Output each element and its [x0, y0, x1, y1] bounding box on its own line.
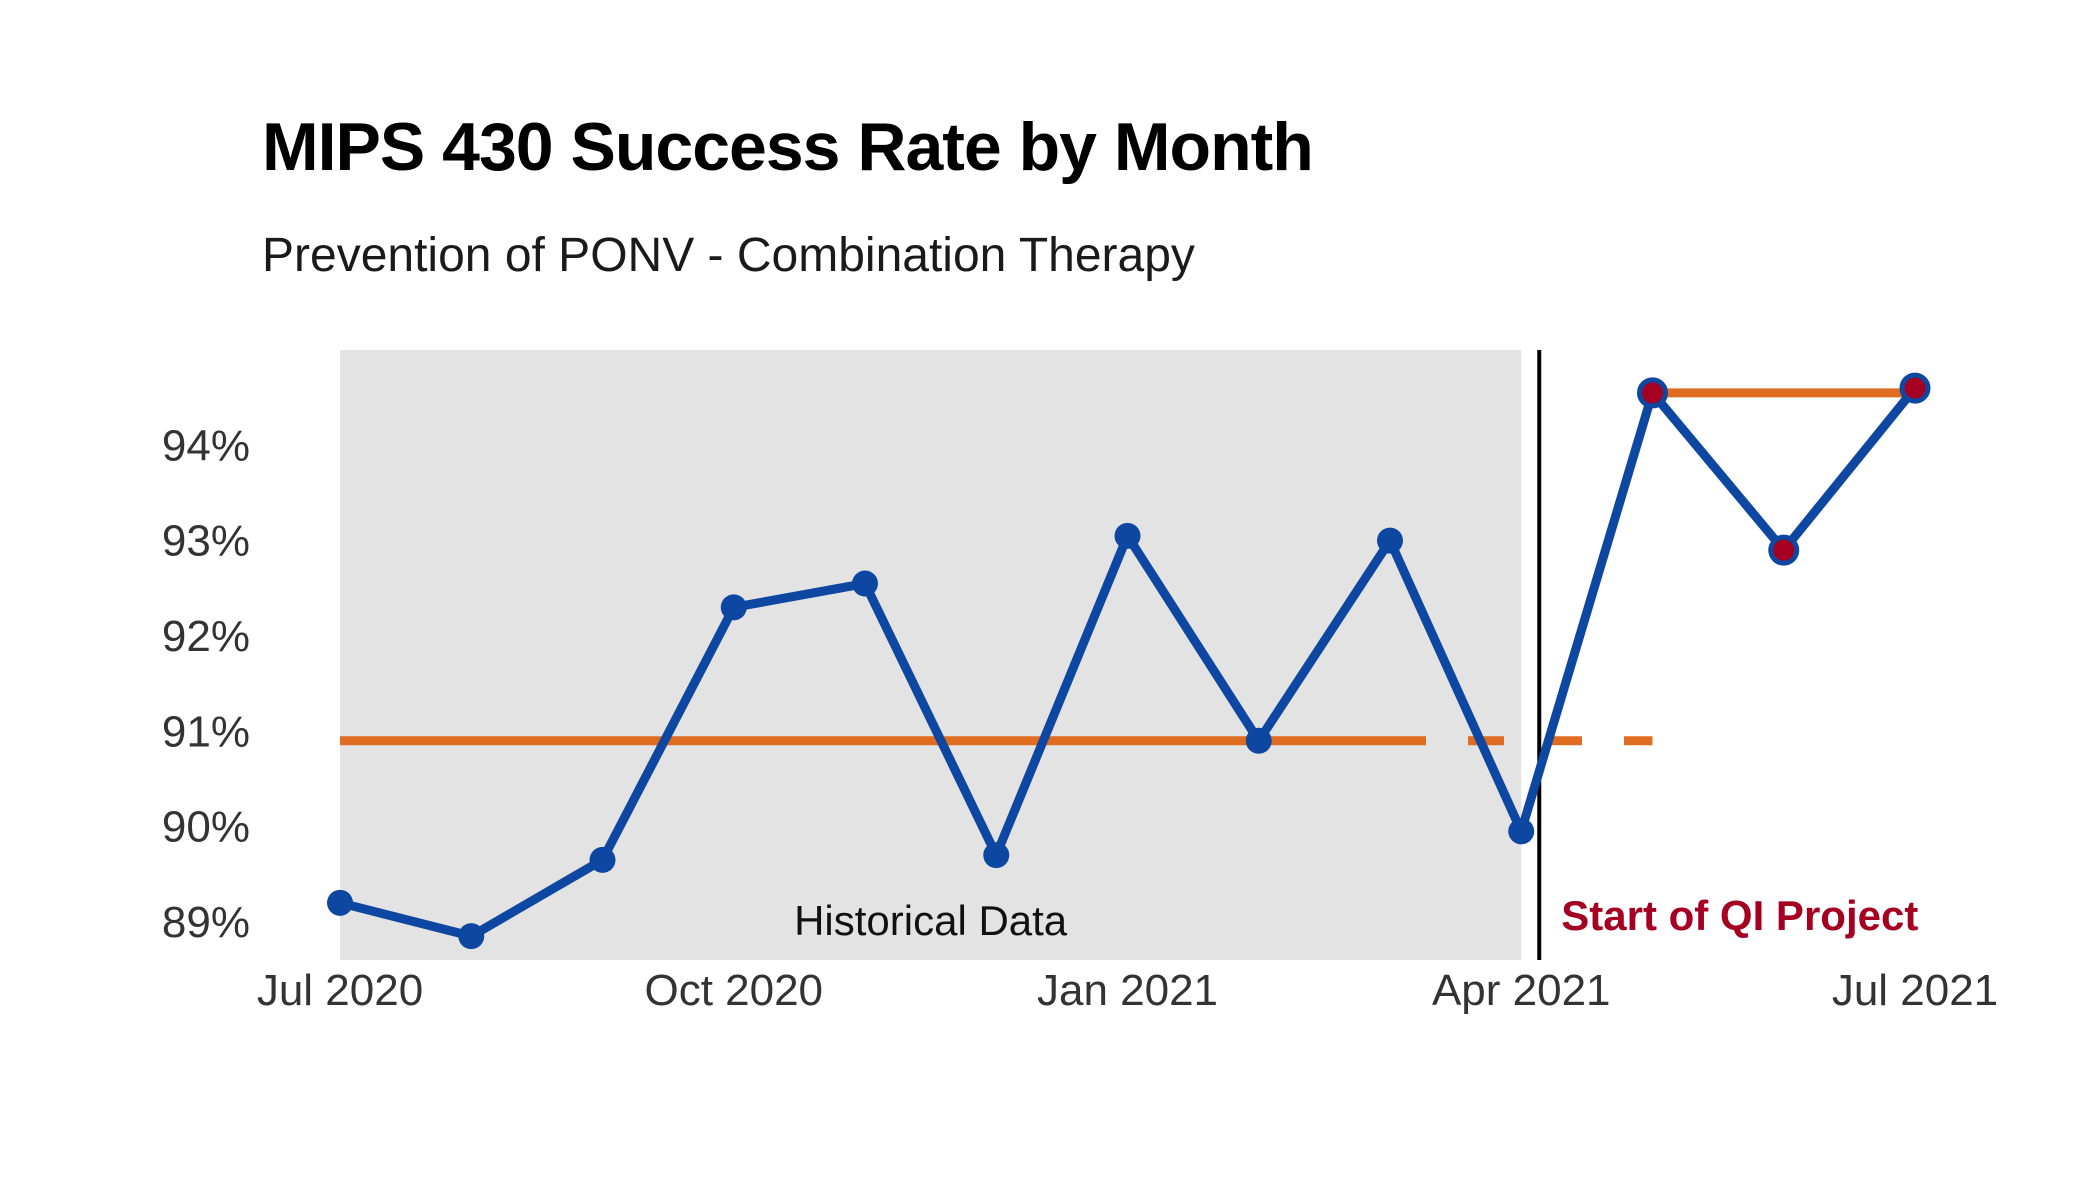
data-point — [1377, 527, 1403, 554]
historical-data-label: Historical Data — [794, 897, 1068, 944]
data-point — [1245, 727, 1272, 754]
data-point — [720, 594, 747, 621]
y-tick-label: 92% — [162, 612, 250, 661]
chart-title: MIPS 430 Success Rate by Month — [262, 109, 1314, 185]
x-tick-label: Jan 2021 — [1037, 966, 1218, 1015]
x-tick-label: Oct 2020 — [644, 966, 823, 1015]
data-point — [1768, 534, 1800, 566]
data-point — [589, 846, 616, 873]
chart-subtitle: Prevention of PONV - Combination Therapy — [262, 229, 1195, 282]
y-tick-label: 90% — [162, 803, 250, 852]
data-point — [1114, 522, 1141, 549]
x-tick-label: Jul 2021 — [1832, 966, 1998, 1015]
data-point — [1637, 377, 1668, 409]
data-point — [327, 889, 353, 916]
y-tick-label: 91% — [162, 707, 250, 756]
y-tick-label: 94% — [162, 421, 250, 470]
data-point — [458, 923, 485, 950]
x-tick-label: Apr 2021 — [1432, 966, 1611, 1015]
data-point — [983, 842, 1010, 869]
data-point — [852, 570, 878, 597]
qi-start-label: Start of QI Project — [1561, 892, 1918, 939]
historical-data-region — [340, 350, 1522, 960]
y-tick-label: 89% — [162, 898, 250, 947]
x-tick-label: Jul 2020 — [257, 966, 423, 1015]
y-tick-label: 93% — [162, 517, 250, 566]
data-point — [1508, 818, 1535, 845]
data-point — [1899, 372, 1931, 404]
